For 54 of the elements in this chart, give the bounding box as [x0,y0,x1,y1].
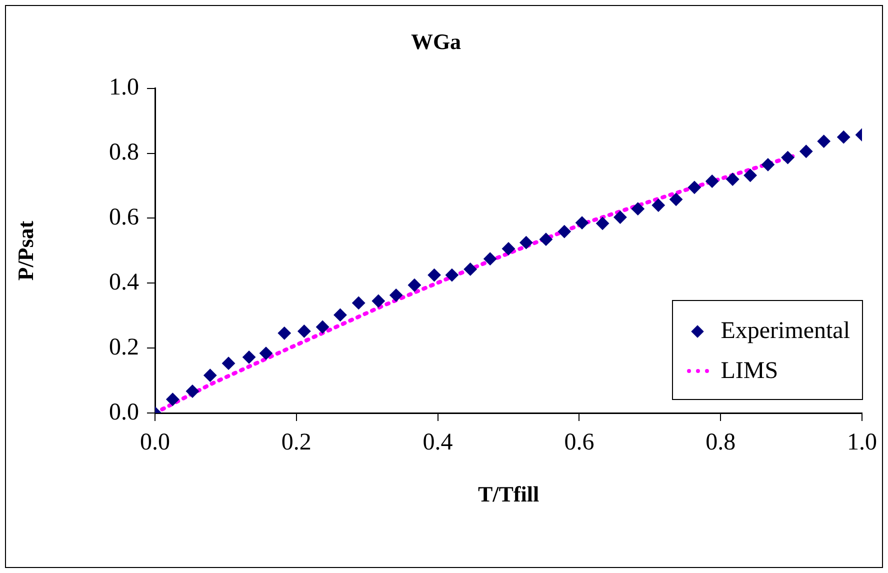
point [670,192,683,206]
point [744,168,757,182]
x-axis-title: T/Tfill [478,481,540,506]
point [652,198,665,212]
point [761,158,774,172]
point [800,144,813,158]
point [726,172,740,186]
point [408,278,421,292]
chart-title: WGa [410,28,462,54]
point [222,356,236,370]
point [781,151,794,164]
point [334,308,347,322]
x-tick-label: 1.0 [847,430,877,456]
point [558,225,571,238]
legend-label: LIMS [720,358,778,384]
point [428,268,441,282]
x-tick-label: 0.0 [140,430,170,456]
point [631,202,644,216]
point [204,368,217,382]
x-tick-label: 0.8 [706,430,736,456]
point [464,262,477,276]
point [688,180,701,194]
point [520,236,533,250]
point [576,216,589,230]
point [614,210,627,224]
point [445,268,458,282]
point [502,242,515,256]
point [186,384,199,398]
point [539,232,552,246]
point [817,134,830,148]
y-tick-label: 1.0 [109,74,139,101]
y-tick-label: 0.4 [109,269,139,296]
point [706,174,719,188]
point [166,392,180,406]
point [352,296,366,310]
point [316,320,330,334]
point [260,346,272,360]
point [372,294,385,308]
point [298,324,311,338]
x-tick-label: 0.4 [422,430,453,456]
x-tick-label: 0.2 [281,430,312,456]
point [484,252,497,266]
point [242,350,256,364]
y-tick-label: 0.6 [109,204,139,231]
y-tick-label: 0.0 [109,399,139,426]
point [837,130,850,144]
legend-label: Experimental [720,318,850,344]
y-tick-label: 0.2 [109,334,139,360]
y-tick-label: 0.8 [109,140,139,166]
point [278,326,291,340]
point [390,288,403,302]
point [596,216,610,230]
x-tick-label: 0.6 [564,430,594,456]
y-axis-title: P/Psat [12,220,38,281]
